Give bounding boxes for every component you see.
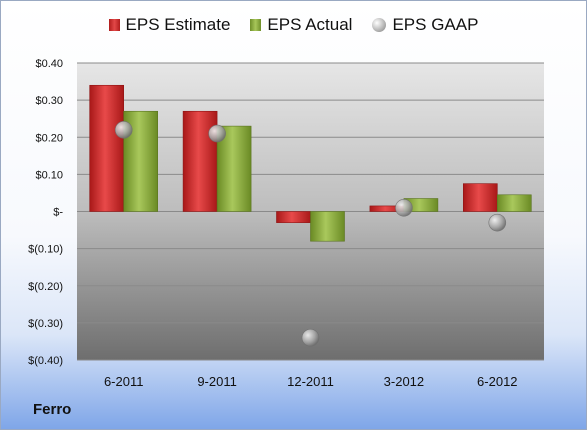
y-tick-label: $(0.30) — [28, 318, 63, 330]
y-tick-label: $(0.40) — [28, 355, 63, 367]
x-tick-label: 3-2012 — [384, 374, 424, 389]
eps-gaap-point — [208, 124, 226, 143]
x-tick-label: 6-2012 — [477, 374, 517, 389]
gaap-swatch — [372, 18, 387, 32]
legend-label-estimate: EPS Estimate — [125, 15, 231, 34]
eps-actual-bar — [216, 125, 252, 212]
x-tick-label: 12-2011 — [287, 374, 334, 389]
actual-swatch — [250, 19, 262, 31]
eps-gaap-point — [114, 121, 133, 139]
y-tick-label: $(0.10) — [28, 244, 63, 256]
eps-gaap-point — [488, 213, 507, 232]
y-tick-label: $(0.20) — [28, 281, 63, 293]
legend-item-estimate: EPS Estimate — [108, 15, 231, 35]
y-tick-label: $0.20 — [35, 132, 63, 144]
eps-estimate-bar — [462, 183, 498, 212]
eps-gaap-point — [395, 198, 413, 217]
legend-label-gaap: EPS GAAP — [392, 15, 479, 34]
eps-estimate-bar — [276, 211, 311, 223]
x-tick-label: 6-2011 — [104, 374, 144, 389]
y-tick-label: $0.10 — [35, 169, 63, 181]
estimate-swatch — [108, 19, 120, 31]
legend-item-actual: EPS Actual — [250, 15, 352, 35]
y-tick-label: $0.40 — [35, 58, 63, 70]
company-name: Ferro — [33, 401, 72, 418]
x-tick-label: 9-2011 — [197, 374, 237, 389]
legend-item-gaap: EPS GAAP — [372, 15, 478, 35]
y-tick-label: $0.30 — [35, 95, 63, 107]
eps-estimate-bar — [89, 84, 124, 212]
eps-estimate-bar — [182, 110, 218, 212]
legend-label-actual: EPS Actual — [267, 15, 353, 34]
eps-actual-bar — [310, 211, 345, 242]
y-tick-label: $- — [53, 207, 63, 219]
eps-gaap-point — [301, 328, 320, 347]
legend: EPS Estimate EPS Actual EPS GAAP — [1, 15, 586, 35]
eps-actual-bar — [496, 194, 532, 212]
